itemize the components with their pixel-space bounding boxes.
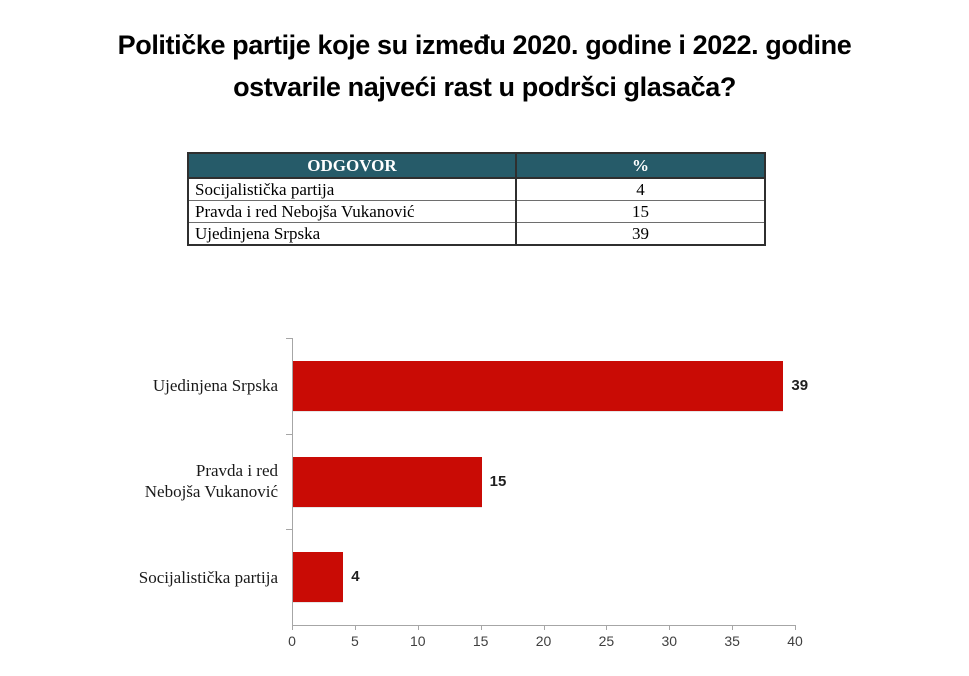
x-tick-label: 15 bbox=[472, 633, 489, 649]
category-label: Pravda i red Nebojša Vukanović bbox=[144, 461, 278, 502]
page-title-line1: Političke partije koje su između 2020. g… bbox=[117, 30, 852, 60]
y-axis-tick bbox=[286, 529, 292, 531]
percent-cell: 15 bbox=[515, 200, 766, 223]
x-axis-tick bbox=[354, 625, 356, 630]
answer-cell: Pravda i red Nebojša Vukanović bbox=[187, 200, 517, 223]
category-label: Ujedinjena Srpska bbox=[152, 376, 278, 396]
value-label: 4 bbox=[351, 568, 360, 586]
answer-cell: Ujedinjena Srpska bbox=[187, 222, 517, 246]
category-label: Socijalistička partija bbox=[138, 567, 278, 587]
x-axis-tick bbox=[795, 625, 796, 630]
page-title: Političke partije koje su između 2020. g… bbox=[0, 24, 969, 108]
x-axis-tick bbox=[669, 625, 671, 630]
y-axis-tick bbox=[286, 433, 292, 435]
x-axis-tick bbox=[543, 625, 545, 630]
x-tick-label: 25 bbox=[598, 633, 615, 649]
y-axis-line bbox=[292, 338, 293, 630]
value-label: 39 bbox=[791, 376, 809, 394]
bar-chart: Ujedinjena Srpska 39 Pravda i red Nebojša … bbox=[0, 338, 969, 649]
x-axis-tick bbox=[606, 625, 608, 630]
table-row: Socijalistička partija 4 bbox=[187, 177, 766, 201]
percent-cell: 39 bbox=[515, 222, 766, 246]
page-title-line2: ostvarile najveći rast u podršci glasača… bbox=[233, 72, 736, 102]
x-tick-label: 20 bbox=[535, 633, 552, 649]
table-header-odgovor: ODGOVOR bbox=[187, 152, 517, 179]
x-axis-tick bbox=[732, 625, 734, 630]
x-tick-label: 5 bbox=[350, 633, 359, 649]
bar bbox=[293, 360, 784, 411]
x-tick-label: 0 bbox=[288, 633, 296, 649]
table-header-row: ODGOVOR % bbox=[187, 152, 766, 179]
percent-cell: 4 bbox=[515, 177, 766, 201]
x-tick-label: 40 bbox=[787, 633, 803, 649]
results-table: ODGOVOR % Socijalistička partija 4 Pravda … bbox=[187, 152, 766, 246]
y-axis-tick bbox=[286, 338, 292, 339]
x-axis-tick bbox=[480, 625, 482, 630]
value-label: 15 bbox=[489, 472, 507, 490]
x-axis-tick bbox=[292, 625, 293, 630]
x-tick-label: 10 bbox=[409, 633, 426, 649]
x-tick-label: 30 bbox=[661, 633, 678, 649]
x-tick-label: 35 bbox=[724, 633, 740, 649]
table-row: Ujedinjena Srpska 39 bbox=[187, 222, 766, 246]
table-row: Pravda i red Nebojša Vukanović 15 bbox=[187, 200, 766, 223]
x-axis-tick bbox=[417, 625, 419, 630]
bar bbox=[293, 456, 482, 507]
answer-cell: Socijalistička partija bbox=[187, 177, 517, 201]
table-header-percent: % bbox=[515, 152, 766, 179]
bar bbox=[293, 552, 344, 603]
